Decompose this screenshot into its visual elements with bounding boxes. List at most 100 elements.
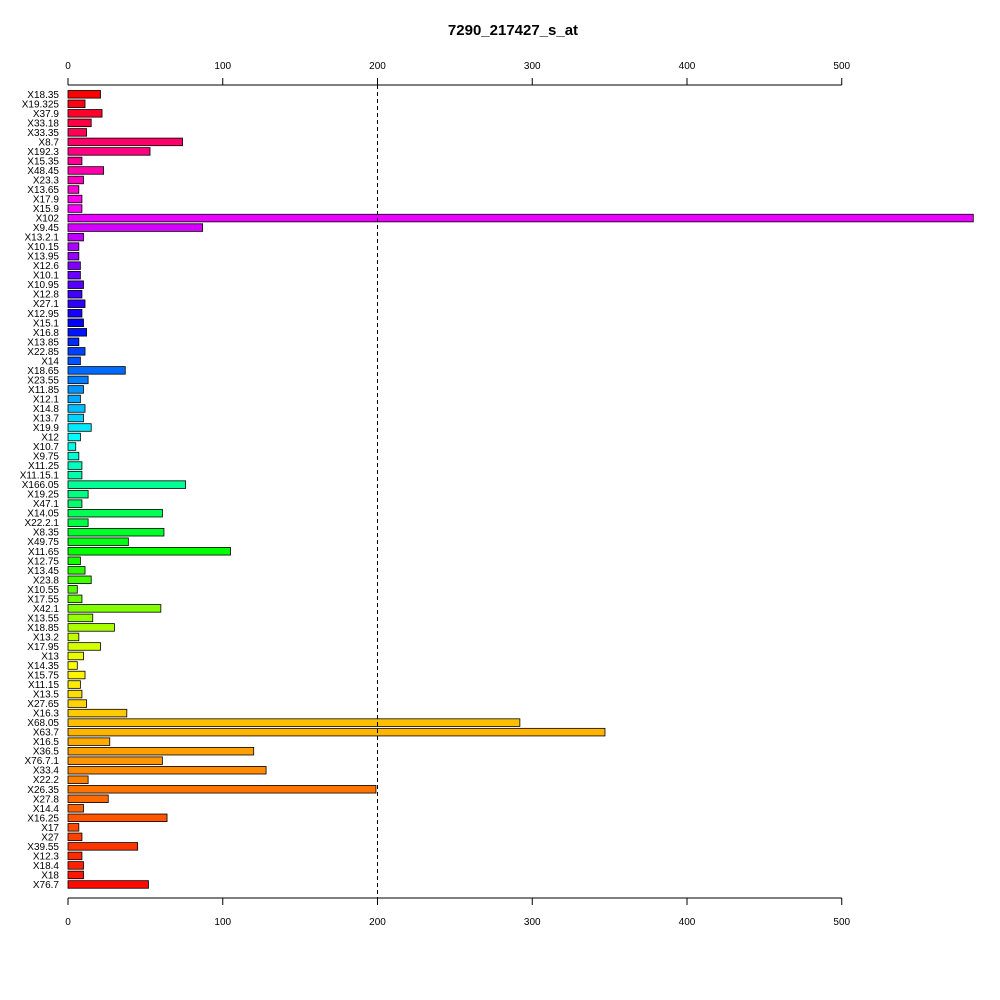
bottom-tick-label: 300 bbox=[524, 917, 541, 928]
category-label: X13.65 bbox=[27, 185, 59, 196]
category-label: X14.35 bbox=[27, 661, 59, 672]
category-label: X14 bbox=[41, 356, 59, 367]
bar bbox=[67, 356, 81, 366]
category-label: X22.2 bbox=[33, 775, 60, 786]
category-label: X12 bbox=[41, 433, 59, 444]
bottom-tick-label: 200 bbox=[369, 917, 386, 928]
category-label: X33.4 bbox=[33, 766, 60, 777]
category-label: X10.95 bbox=[27, 280, 59, 291]
bar bbox=[67, 166, 104, 175]
category-label: X33.18 bbox=[27, 118, 59, 129]
bar bbox=[67, 594, 83, 604]
category-label: X8.35 bbox=[33, 528, 60, 539]
bottom-tick-label: 100 bbox=[214, 917, 231, 928]
category-label: X15.9 bbox=[33, 204, 60, 215]
bar bbox=[67, 756, 163, 765]
category-label: X8.7 bbox=[38, 137, 59, 148]
chart-title: 7290_217427_s_at bbox=[447, 22, 579, 39]
bar bbox=[67, 413, 84, 423]
category-label: X13.2 bbox=[33, 632, 60, 643]
bar bbox=[67, 670, 86, 680]
bar bbox=[67, 156, 83, 166]
bar bbox=[67, 461, 83, 470]
bar bbox=[67, 213, 974, 223]
category-label: X15.1 bbox=[33, 318, 60, 329]
bar bbox=[67, 451, 80, 461]
bar bbox=[67, 404, 86, 413]
category-label: X14.4 bbox=[33, 804, 60, 815]
category-label: X16.5 bbox=[33, 737, 60, 748]
category-label: X12.8 bbox=[33, 290, 60, 301]
category-label: X16.3 bbox=[33, 709, 60, 720]
category-label: X13.7 bbox=[33, 413, 60, 424]
bar bbox=[67, 118, 92, 128]
bar bbox=[67, 137, 183, 147]
category-label: X19.25 bbox=[27, 490, 59, 501]
category-label: X192.3 bbox=[27, 147, 59, 158]
bar bbox=[67, 185, 80, 194]
bar bbox=[67, 489, 89, 499]
category-label: X23.8 bbox=[33, 575, 60, 586]
category-label: X13.5 bbox=[33, 690, 60, 701]
category-label: X102 bbox=[36, 214, 60, 225]
category-label: X13 bbox=[41, 651, 59, 662]
top-tick-label: 500 bbox=[833, 61, 850, 72]
bar bbox=[67, 508, 163, 518]
category-label: X9.75 bbox=[33, 452, 60, 463]
category-label: X10.7 bbox=[33, 442, 60, 453]
bar bbox=[67, 689, 83, 699]
category-label: X37.9 bbox=[33, 109, 60, 120]
bar bbox=[67, 394, 81, 404]
category-label: X48.45 bbox=[27, 166, 59, 177]
bar bbox=[67, 851, 83, 861]
category-label: X23.3 bbox=[33, 175, 60, 186]
category-label: X17.9 bbox=[33, 195, 60, 206]
category-label: X12.95 bbox=[27, 309, 59, 320]
bar bbox=[67, 175, 84, 185]
top-tick-label: 100 bbox=[214, 61, 231, 72]
category-label: X18.4 bbox=[33, 861, 60, 872]
category-label: X12.75 bbox=[27, 556, 59, 567]
bar bbox=[67, 727, 606, 737]
category-label: X19.325 bbox=[22, 99, 60, 110]
bar bbox=[67, 366, 126, 375]
category-label: X63.7 bbox=[33, 728, 60, 739]
category-label: X15.35 bbox=[27, 156, 59, 167]
bar bbox=[67, 547, 231, 556]
bar bbox=[67, 794, 109, 803]
category-label: X14.8 bbox=[33, 404, 60, 415]
bottom-tick-label: 500 bbox=[833, 917, 850, 928]
bar bbox=[67, 604, 162, 613]
bar bbox=[67, 575, 92, 585]
category-label: X11.15 bbox=[28, 680, 59, 691]
bar bbox=[67, 232, 84, 242]
bar bbox=[67, 718, 521, 727]
top-tick-label: 300 bbox=[524, 61, 541, 72]
category-label: X14.05 bbox=[27, 509, 59, 520]
category-label: X22.85 bbox=[27, 347, 59, 358]
bar bbox=[67, 442, 77, 451]
bar bbox=[67, 432, 81, 442]
bottom-tick-label: 400 bbox=[679, 917, 696, 928]
category-label: X12.1 bbox=[33, 394, 60, 405]
category-label: X27.1 bbox=[33, 299, 60, 310]
category-label: X11.15.1 bbox=[20, 471, 60, 482]
bar bbox=[67, 680, 81, 689]
top-tick-label: 200 bbox=[369, 61, 386, 72]
bar bbox=[67, 880, 149, 889]
bar bbox=[67, 823, 80, 832]
bar bbox=[67, 632, 80, 642]
category-label: X13.95 bbox=[27, 252, 59, 263]
bar bbox=[67, 147, 151, 156]
category-label: X17.95 bbox=[27, 642, 59, 653]
bar bbox=[67, 785, 377, 794]
bar bbox=[67, 737, 111, 746]
category-label: X11.25 bbox=[28, 461, 59, 472]
bar bbox=[67, 251, 80, 261]
category-label: X22.2.1 bbox=[25, 518, 60, 529]
category-label: X68.05 bbox=[27, 718, 59, 729]
category-label: X12.3 bbox=[33, 851, 60, 862]
bar bbox=[67, 299, 86, 308]
